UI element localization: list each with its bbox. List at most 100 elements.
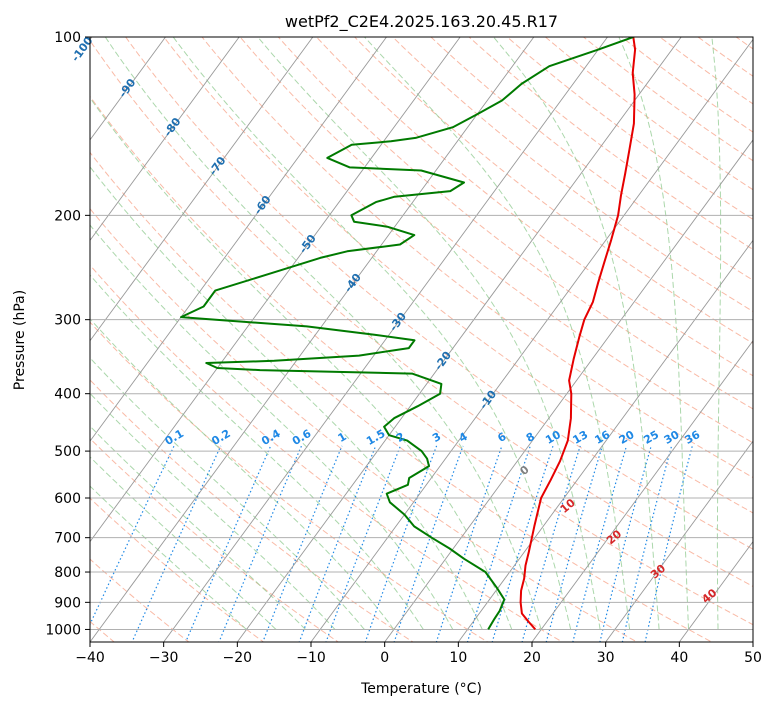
mixing-ratio-label: 16: [593, 428, 613, 447]
isotherm-line: [752, 641, 753, 642]
mixing-ratio-label: 25: [641, 428, 661, 447]
x-tick-label: 20: [523, 650, 541, 666]
moist-adiabat-label: 20: [604, 527, 624, 547]
x-axis-ticks: −40 −30 −20 −10 0 10 20 30 40 50: [75, 642, 762, 666]
moist-adiabat: [364, 37, 631, 630]
moist-adiabat-label: 10: [558, 496, 578, 516]
x-tick-label: −30: [149, 650, 179, 666]
dry-adiabat: [468, 37, 753, 251]
mixing-ratio-label: 1.5: [364, 427, 387, 448]
mixing-ratio-line: [644, 445, 693, 642]
dry-adiabat: [90, 95, 753, 626]
isotherm-line: [457, 239, 753, 642]
x-tick-label: −20: [223, 650, 253, 666]
isotherm-label: -90: [116, 76, 138, 100]
moist-adiabat-label: 30: [648, 562, 668, 582]
dry-adiabat: [277, 37, 753, 410]
mixing-ratio-label: 4: [457, 430, 470, 445]
x-tick-label: 30: [597, 650, 615, 666]
moist-adiabat: [257, 37, 601, 630]
mixing-ratio-label: 1: [336, 430, 349, 445]
dry-adiabat: [201, 37, 753, 479]
dry-adiabat: [90, 207, 638, 642]
mixing-ratio-label: 0.1: [163, 427, 186, 448]
mixing-ratio-label: 0.4: [259, 427, 283, 448]
grid: [90, 36, 753, 630]
moist-adiabat: [90, 456, 277, 630]
chart-title: wetPf2_C2E4.2025.163.20.45.R17: [285, 12, 558, 32]
dry-adiabat: [90, 39, 753, 588]
dry-adiabat: [506, 37, 753, 221]
mixing-ratio-line: [262, 445, 343, 642]
dry-adiabat: [90, 321, 489, 642]
mixing-ratio-line: [298, 445, 377, 642]
x-tick-label: −40: [75, 650, 105, 666]
isotherm-line: [605, 440, 753, 642]
x-tick-label: 10: [449, 650, 467, 666]
mixing-ratio-line: [185, 445, 272, 642]
y-tick-label: 100: [54, 30, 81, 46]
y-tick-label: 500: [54, 444, 81, 460]
y-tick-label: 200: [54, 208, 81, 224]
mixing-ratio-label: 0.6: [290, 427, 314, 448]
isotherm-label: -60: [251, 193, 273, 217]
x-tick-label: 0: [380, 650, 389, 666]
background-lines: [90, 37, 753, 642]
isotherm-line: [90, 37, 166, 141]
y-axis-ticks: 100 200 300 400 500 600 700 800 900 1000: [45, 30, 90, 638]
isotherm-line: [384, 139, 753, 642]
isotherm-line: [90, 37, 461, 543]
isotherm-label: -40: [342, 271, 364, 295]
isotherm-line: [90, 37, 314, 342]
mixing-ratio-label: 36: [682, 428, 702, 447]
mixing-ratio-line: [572, 445, 628, 642]
dry-adiabat: [90, 437, 340, 642]
plot-frame: [89, 36, 754, 643]
moist-adiabat: [711, 37, 722, 630]
temperature-line: [519, 37, 637, 631]
dry-adiabat: [582, 37, 753, 162]
mixing-ratio-label: 13: [570, 428, 590, 447]
y-tick-label: 700: [54, 531, 81, 547]
isotherm-label: -70: [206, 154, 228, 178]
x-tick-label: 40: [670, 650, 688, 666]
mixing-ratio-label: 3: [430, 430, 443, 445]
mixing-ratio-line: [599, 445, 652, 642]
moist-adiabat: [172, 37, 572, 630]
isotherm-line: [90, 37, 535, 642]
y-tick-label: 800: [54, 565, 81, 581]
moist-adiabat-label: 0: [517, 463, 531, 478]
dry-adiabat: [620, 37, 753, 133]
sounding-series: [180, 37, 637, 631]
mixing-ratio-line: [466, 445, 531, 642]
mixing-ratio-line: [131, 445, 222, 642]
mixing-ratio-label: 10: [543, 428, 563, 447]
mixing-ratio-line: [325, 445, 401, 642]
moist-adiabat: [90, 274, 424, 630]
moist-adiabat: [90, 166, 483, 630]
y-axis-label: Pressure (hPa): [12, 290, 28, 390]
isotherm-label: -30: [387, 310, 409, 334]
dry-adiabat: [163, 37, 753, 514]
isotherm-line: [163, 37, 608, 642]
dry-adiabat: [392, 37, 753, 312]
moist-adiabat-label: 40: [699, 586, 719, 606]
dry-adiabat: [315, 37, 753, 377]
mixing-ratio-line: [545, 445, 603, 642]
x-tick-label: −10: [296, 650, 326, 666]
dry-adiabat: [430, 37, 753, 281]
isotherm-line: [90, 37, 387, 442]
isotherm-line: [236, 37, 682, 642]
moist-adiabat: [90, 392, 336, 630]
mixing-ratio-line: [521, 445, 581, 642]
y-tick-label: 900: [54, 595, 81, 611]
x-tick-label: 50: [744, 650, 762, 666]
dry-adiabat: [697, 37, 753, 77]
dry-adiabat: [125, 37, 753, 550]
moist-adiabat: [90, 357, 365, 630]
isotherm-label: -80: [161, 115, 183, 139]
mixing-ratio-label: 30: [662, 428, 682, 447]
dry-adiabat: [90, 497, 265, 642]
moist-adiabat: [493, 37, 660, 630]
